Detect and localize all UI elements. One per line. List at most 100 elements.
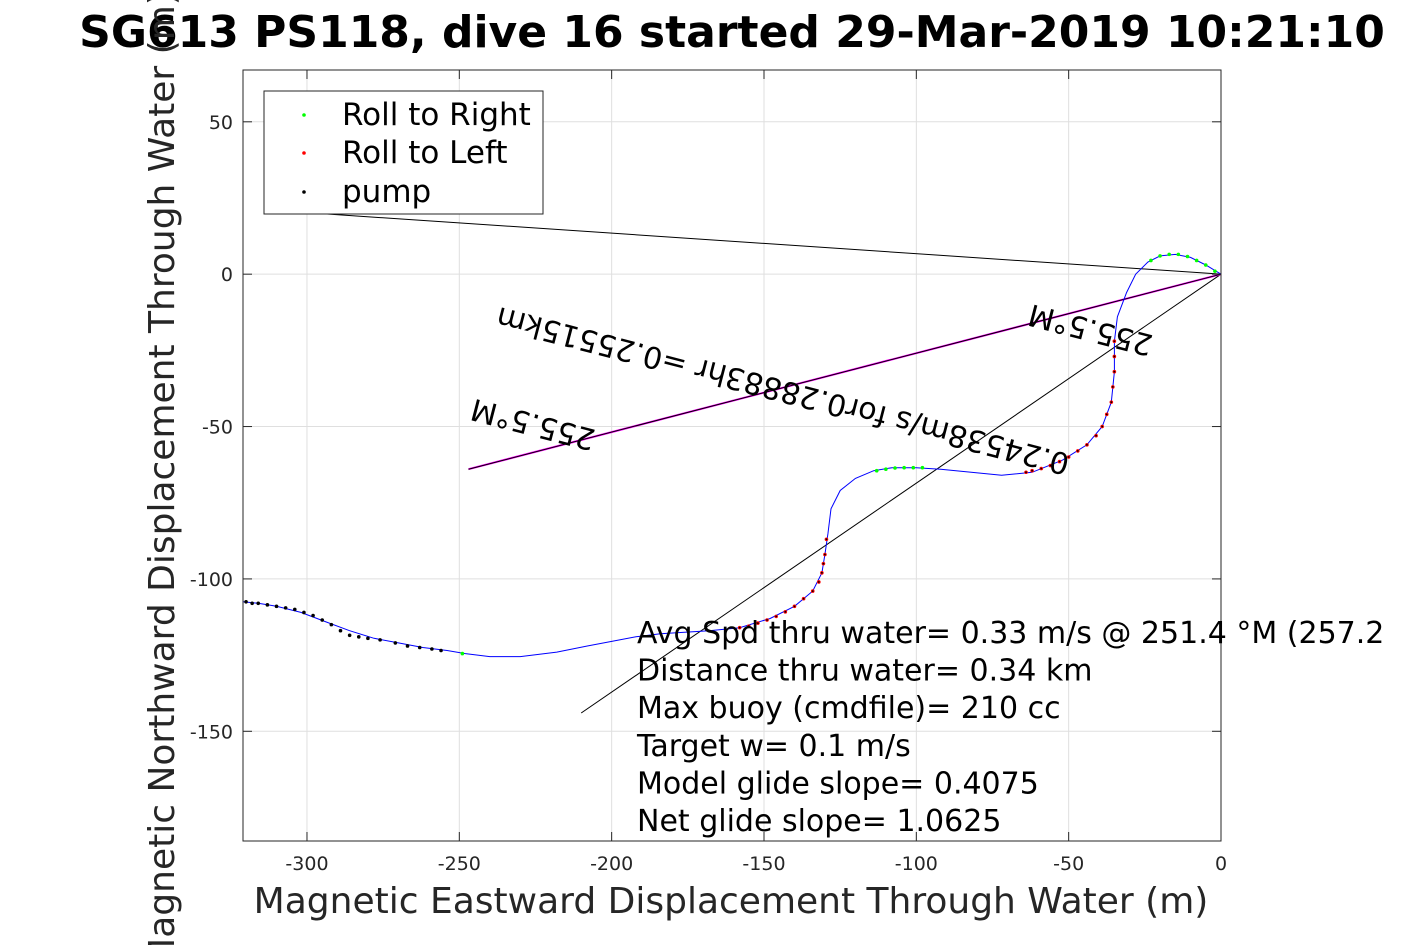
x-tick-label: -150 — [742, 853, 785, 875]
pump-overlay-point — [822, 562, 825, 565]
y-tick-label: 0 — [221, 264, 233, 286]
pump-point — [292, 607, 297, 612]
roll-right-point — [1185, 254, 1190, 259]
pump-overlay-point — [766, 619, 768, 621]
pump-overlay-point — [817, 581, 820, 583]
pump-overlay-point — [1086, 443, 1088, 446]
x-tick-label: -50 — [1053, 853, 1084, 875]
pump-point — [274, 604, 279, 609]
pump-overlay-point — [1095, 434, 1097, 437]
roll-right-point — [460, 651, 465, 656]
roll-right-point — [1158, 254, 1162, 258]
pump-point — [302, 610, 306, 615]
legend-label-roll-left: Roll to Left — [342, 135, 508, 171]
info-line: Target w= 0.1 m/s — [636, 729, 911, 764]
pump-overlay-point — [1025, 471, 1027, 474]
info-line: Avg Spd thru water= 0.33 m/s @ 251.4 °M … — [637, 616, 1384, 651]
line-to-legend — [270, 209, 1222, 275]
legend-marker-roll-right — [302, 113, 306, 117]
chart-title: SG613 PS118, dive 16 started 29-Mar-2019… — [79, 7, 1385, 58]
legend-label-roll-right: Roll to Right — [342, 97, 531, 133]
pump-point — [366, 636, 370, 641]
roll-right-point — [1213, 269, 1217, 273]
pump-overlay-point — [1101, 425, 1104, 428]
x-tick-label: -100 — [895, 853, 938, 875]
plot-frame — [242, 69, 1222, 842]
pump-overlay-point — [811, 590, 814, 593]
y-tick-label: -100 — [190, 569, 233, 591]
pump-overlay-point — [1049, 464, 1052, 467]
pump-point — [329, 622, 334, 627]
pump-overlay-point — [1067, 456, 1070, 458]
y-tick-label: 50 — [209, 112, 233, 134]
pump-point — [265, 603, 270, 607]
pump-point — [311, 613, 315, 618]
info-text-block: Avg Spd thru water= 0.33 m/s @ 251.4 °M … — [636, 616, 1384, 839]
pump-overlay-point — [1076, 450, 1079, 452]
pump-overlay-point — [824, 553, 826, 556]
legend-marker-pump — [302, 190, 306, 194]
pump-point — [378, 638, 382, 642]
ticks: -300 -250 -200 -150 -100 -50 0 50 0 -50 -100 -150 — [190, 70, 1227, 875]
y-axis-label: Magnetic Northward Displacement Through … — [142, 0, 183, 945]
y-tick-label: -50 — [202, 417, 233, 439]
pump-overlay-point — [802, 597, 805, 600]
pump-point — [356, 635, 361, 639]
roll-right-point — [1176, 252, 1181, 257]
pump-point — [256, 601, 261, 606]
y-tick-label: -150 — [190, 721, 233, 743]
roll-right-point — [911, 465, 916, 470]
roll-right-point — [893, 466, 897, 470]
roll-right-point — [1203, 263, 1208, 267]
legend-label-pump: pump — [342, 174, 431, 210]
info-line: Distance thru water= 0.34 km — [637, 654, 1092, 689]
x-tick-label: 0 — [1215, 853, 1227, 875]
info-line: Net glide slope= 1.0625 — [637, 804, 1001, 839]
roll-right-point — [1167, 252, 1172, 257]
pump-point — [430, 647, 434, 651]
pump-overlay-point — [1113, 355, 1116, 358]
x-tick-label: -300 — [285, 853, 328, 875]
info-line: Max buoy (cmdfile)= 210 cc — [637, 691, 1061, 726]
x-axis-label: Magnetic Eastward Displacement Through W… — [254, 881, 1209, 922]
pump-overlay-point — [738, 626, 741, 629]
pump-overlay-point — [820, 571, 823, 574]
roll-right-point — [884, 467, 888, 472]
roll-right-point — [1149, 258, 1153, 263]
info-line: Model glide slope= 0.4075 — [637, 766, 1039, 801]
line-current-vector-black — [468, 273, 1222, 470]
pump-point — [405, 644, 410, 648]
pump-overlay-point — [756, 622, 759, 625]
roll-right-point — [1194, 258, 1199, 263]
pump-overlay-point — [793, 605, 796, 608]
legend-marker-roll-left — [302, 151, 306, 155]
pump-point — [347, 633, 352, 638]
pump-overlay-point — [1110, 401, 1113, 404]
pump-point — [320, 618, 325, 622]
x-tick-label: -250 — [438, 853, 481, 875]
track-line — [242, 253, 1222, 658]
pump-overlay-point — [1113, 340, 1116, 343]
pump-point — [393, 641, 398, 645]
roll-right-point — [902, 465, 906, 470]
data-layer — [242, 209, 1222, 714]
legend-box — [263, 90, 544, 215]
pump-point — [283, 606, 288, 610]
pump-overlay-point — [747, 625, 750, 628]
legend: Roll to Right Roll to Left pump — [263, 90, 544, 215]
pump-overlay-point — [1031, 469, 1034, 472]
roll-right-point — [874, 468, 879, 473]
pump-point — [338, 628, 343, 633]
pump-point — [250, 601, 254, 606]
pump-overlay-point — [775, 615, 778, 618]
x-tick-label: -200 — [590, 853, 633, 875]
pump-overlay-point — [1105, 413, 1108, 416]
pump-overlay-point — [1113, 370, 1116, 373]
pump-point — [417, 645, 422, 650]
pump-overlay-point — [784, 610, 787, 613]
pump-overlay-point — [1058, 460, 1061, 463]
pump-point — [244, 599, 248, 604]
pump-overlay-point — [825, 538, 828, 541]
pump-overlay-point — [1040, 467, 1043, 470]
